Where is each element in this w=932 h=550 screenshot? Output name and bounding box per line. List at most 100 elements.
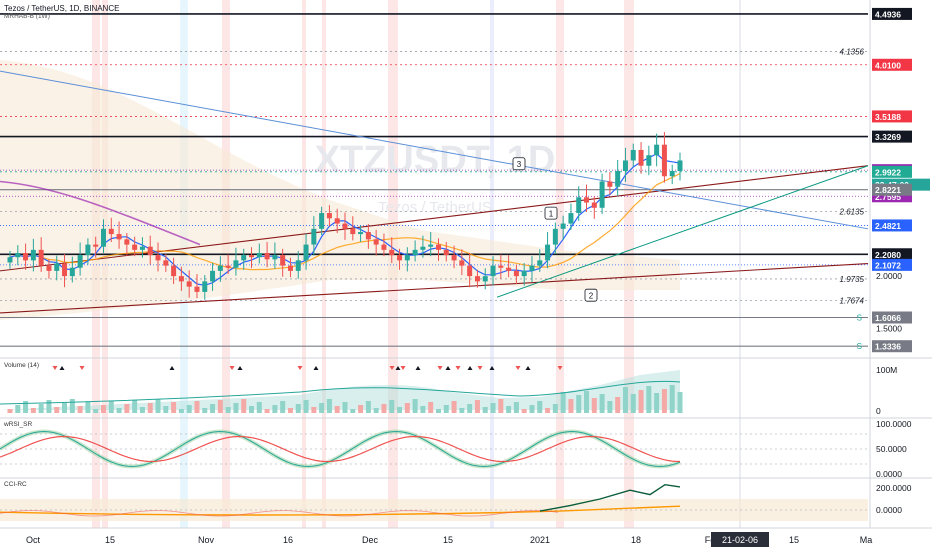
- candle-body: [194, 286, 200, 292]
- volume-bar: [15, 405, 21, 413]
- price-axis-label-text: 2.7595: [875, 192, 901, 202]
- volume-bar: [217, 400, 223, 413]
- signal-marker: [467, 366, 473, 370]
- volume-bar: [638, 390, 644, 413]
- rsi-pane-title: wRSI_SR: [4, 421, 33, 428]
- price-axis-label: [872, 258, 912, 271]
- candle-body: [584, 197, 590, 203]
- candle-body: [147, 246, 153, 256]
- volume-ma-line: [0, 380, 681, 405]
- candle-body: [350, 228, 356, 235]
- candle-body: [171, 265, 177, 277]
- signal-marker: [313, 366, 319, 370]
- volume-bar: [7, 409, 13, 413]
- candle-body: [420, 246, 426, 250]
- wave-label-box: [512, 157, 526, 171]
- wave-label: 2: [589, 292, 594, 301]
- channel-lower-line: [0, 262, 869, 314]
- candle-body: [256, 253, 262, 258]
- candle-body: [264, 253, 270, 260]
- support-marker: S: [857, 342, 862, 351]
- candle-body: [615, 170, 621, 187]
- volume-bar: [171, 402, 177, 413]
- price-axis-label: [872, 219, 912, 232]
- candle-body: [459, 260, 465, 266]
- candle-body: [311, 228, 317, 245]
- cci-axis-tick: 0.0000: [876, 505, 902, 515]
- price-axis-label: [872, 130, 912, 143]
- volume-bar: [132, 400, 138, 413]
- signal-marker: [389, 366, 395, 370]
- candle-body: [397, 255, 403, 261]
- price-axis-label: [872, 110, 912, 123]
- candle-body: [568, 213, 574, 224]
- volume-bar: [646, 386, 652, 413]
- candle-body: [599, 181, 605, 208]
- volume-bar: [93, 409, 99, 413]
- volume-bar: [264, 409, 270, 413]
- candle-body: [646, 155, 652, 166]
- volume-axis-tick: 100M: [876, 365, 897, 375]
- volume-bar: [311, 407, 317, 413]
- signal-marker: [437, 366, 443, 370]
- x-axis-tick: 16: [283, 535, 293, 545]
- volume-bar: [568, 399, 574, 413]
- candle-body: [124, 239, 130, 245]
- volume-bar: [591, 398, 597, 413]
- candle-body: [607, 181, 613, 187]
- signal-marker: [515, 366, 521, 370]
- candle-body: [163, 260, 169, 266]
- volume-bar: [287, 408, 293, 413]
- signal-marker: [400, 366, 406, 370]
- candle-body: [272, 255, 278, 260]
- channel-upper-line: [0, 165, 869, 272]
- signal-marker: [489, 366, 495, 370]
- volume-pane-title: Volume (14): [4, 362, 40, 369]
- volume-bar: [552, 404, 558, 413]
- candle-body: [552, 228, 558, 245]
- price-axis-label: [872, 7, 912, 20]
- wave-label: 1: [549, 210, 554, 219]
- volume-bar: [139, 407, 145, 413]
- candle-body: [365, 231, 371, 240]
- x-axis-tick: 2021: [530, 535, 550, 545]
- candle-body: [54, 263, 60, 271]
- signal-marker: [445, 366, 451, 370]
- price-axis-label-text: 3.3269: [875, 132, 901, 142]
- candle-body: [428, 244, 434, 247]
- candle-body: [358, 231, 364, 235]
- volume-bar: [584, 391, 590, 413]
- rsi-axis-tick: 50.0000: [876, 444, 907, 454]
- volume-bar: [576, 395, 582, 413]
- volume-bar: [529, 405, 535, 413]
- candle-body: [62, 263, 68, 277]
- volume-bar: [54, 407, 60, 413]
- candle-body: [15, 253, 21, 258]
- signal-marker: [557, 366, 563, 370]
- x-axis-tick: 18: [631, 535, 641, 545]
- volume-bar: [178, 409, 184, 413]
- candle-body: [560, 223, 566, 229]
- candle-body: [404, 255, 410, 261]
- candle-body: [295, 260, 301, 271]
- price-axis-label: [872, 58, 912, 71]
- volume-bar: [350, 409, 356, 413]
- volume-bar: [420, 406, 426, 413]
- candle-body: [654, 144, 660, 156]
- volume-bar: [365, 401, 371, 413]
- candle-body: [210, 270, 216, 282]
- signal-marker: [229, 366, 235, 370]
- candle-body: [280, 255, 286, 266]
- price-axis-label: [872, 183, 912, 196]
- candle-body: [93, 244, 99, 247]
- x-axis-tick: Ma: [860, 535, 873, 545]
- candle-body: [513, 270, 519, 277]
- volume-bar: [622, 387, 628, 413]
- volume-bar: [272, 405, 278, 413]
- volume-bar: [326, 399, 332, 413]
- candle-body: [490, 265, 496, 277]
- volume-bar: [85, 402, 91, 413]
- candle-body: [319, 213, 325, 229]
